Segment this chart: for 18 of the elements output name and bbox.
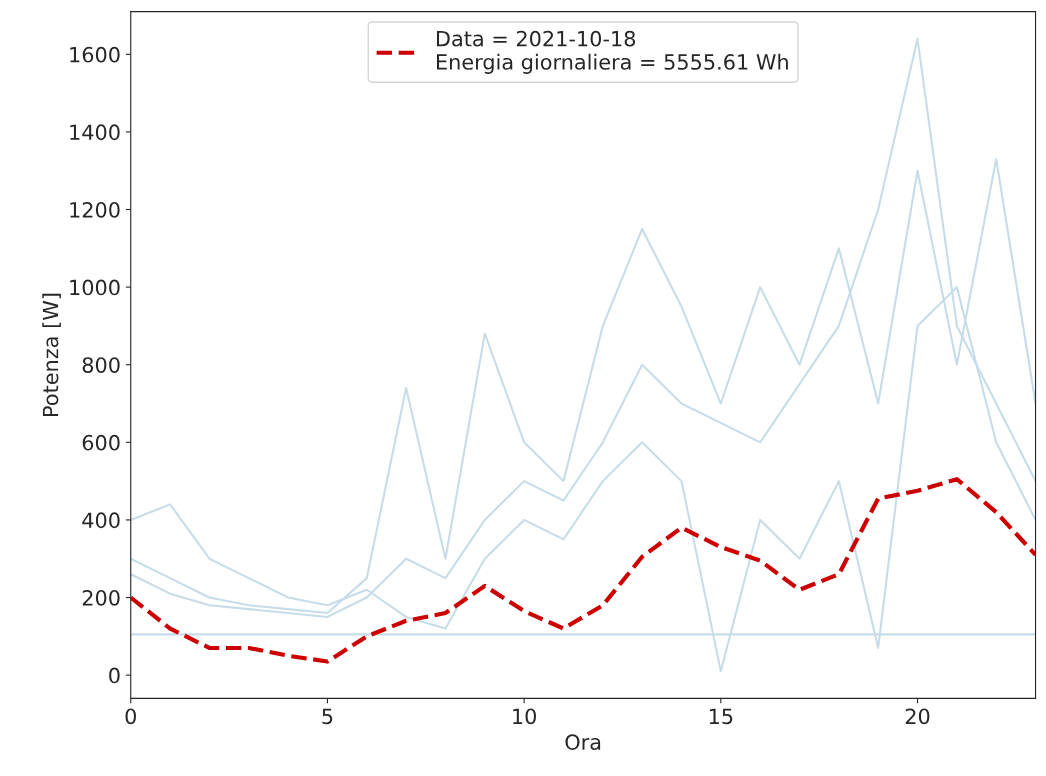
y-tick-label: 200 — [82, 589, 120, 606]
x-tick-label: 20 — [905, 708, 930, 725]
y-tick-label: 1600 — [70, 46, 120, 63]
y-axis-title: Potenza [W] — [42, 293, 61, 416]
x-tick-label: 0 — [125, 708, 136, 725]
line-series — [130, 477, 1036, 664]
x-tick-label: 5 — [322, 708, 333, 725]
legend-label: Data = 2021-10-18 Energia giornaliera = 5555.61 Wh — [437, 30, 788, 74]
y-tick-label: 0 — [109, 667, 120, 684]
x-axis-title: Ora — [565, 734, 601, 750]
y-tick-label: 1000 — [70, 279, 120, 296]
y-tick-label: 600 — [82, 434, 120, 451]
y-tick-label: 800 — [82, 357, 120, 373]
y-tick-label: 1400 — [70, 124, 120, 141]
y-tick-label: 1200 — [70, 201, 120, 218]
x-tick-label: 10 — [513, 708, 537, 725]
x-tick-label: 15 — [709, 708, 733, 725]
y-tick-label: 400 — [82, 512, 120, 529]
